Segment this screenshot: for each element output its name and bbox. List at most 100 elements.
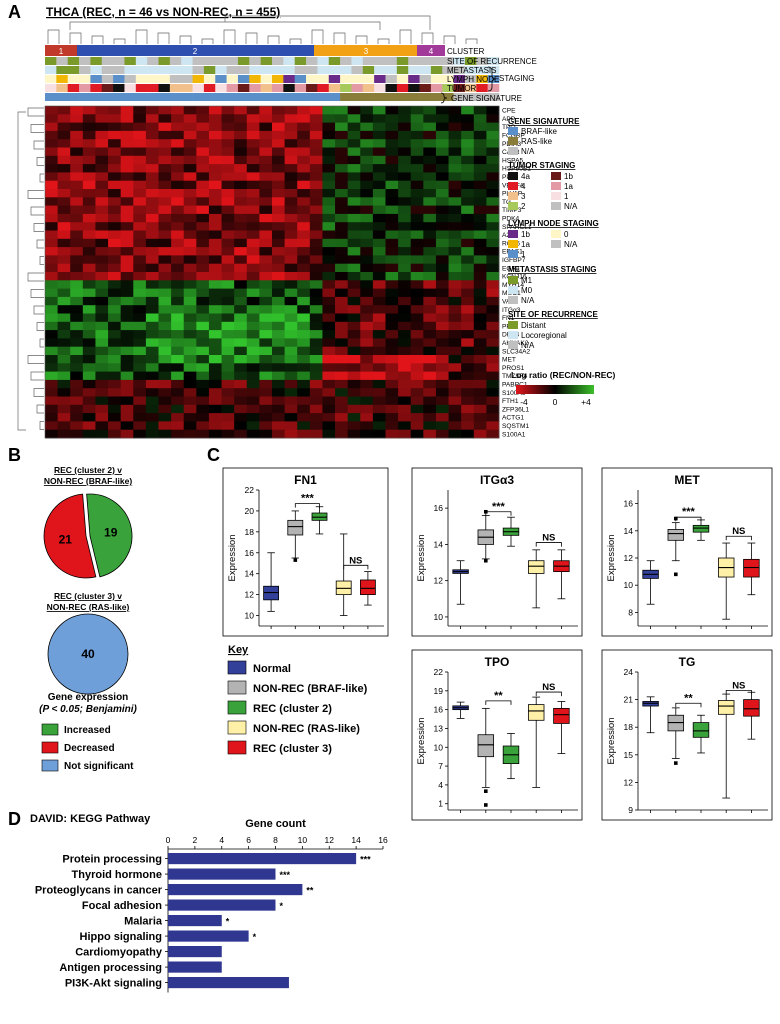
heatmap-cell: [70, 164, 84, 173]
heatmap-cell: [335, 247, 349, 256]
heatmap-cell: [57, 114, 71, 123]
heatmap-cell: [385, 379, 399, 389]
heatmap-cell: [259, 363, 273, 372]
heatmap-cell: [158, 388, 172, 397]
heatmap-cell: [309, 421, 323, 431]
heatmap-cell: [82, 288, 96, 298]
heatmap-cell: [221, 238, 235, 248]
annotation-cell: [192, 84, 205, 92]
heatmap-cell: [322, 272, 336, 281]
heatmap-cell: [183, 139, 197, 148]
annotation-cell: [237, 84, 250, 92]
heatmap-cell: [82, 305, 96, 314]
heatmap-cell: [398, 338, 412, 348]
y-tick-label: 7: [438, 761, 443, 771]
pie-slice: [86, 493, 133, 578]
heatmap-cell: [284, 404, 298, 414]
significance-bracket: [675, 516, 702, 522]
annotation-cell: [283, 93, 295, 101]
heatmap-cell: [410, 205, 424, 215]
heatmap-cell: [259, 255, 273, 265]
heatmap-cell: [70, 313, 84, 323]
category-label: Thyroid hormone: [72, 869, 162, 881]
heatmap-cell: [45, 288, 59, 298]
heatmap-cell: [398, 313, 412, 323]
heatmap-cell: [322, 139, 336, 148]
annotation-cell: [226, 66, 239, 74]
heatmap-cell: [82, 122, 96, 132]
heatmap-cell: [158, 280, 172, 289]
heatmap-cell: [108, 155, 122, 165]
heatmap-cell: [347, 313, 361, 323]
heatmap-cell: [309, 222, 323, 231]
heatmap-cell: [272, 164, 286, 173]
heatmap-cell: [486, 355, 500, 364]
heatmap-cell: [208, 379, 222, 389]
heatmap-cell: [45, 280, 59, 289]
annotation-cell: [45, 75, 57, 83]
heatmap-cell: [133, 321, 147, 331]
heatmap-cell: [410, 263, 424, 273]
heatmap-cell: [448, 404, 462, 414]
heatmap-cell: [208, 355, 222, 364]
heatmap-cell: [461, 321, 475, 331]
heatmap-cell: [196, 388, 210, 397]
heatmap-cell: [259, 247, 273, 256]
heatmap-cell: [221, 321, 235, 331]
heatmap-cell: [221, 363, 235, 372]
heatmap-cell: [234, 213, 248, 223]
heatmap-cell: [208, 164, 222, 173]
heatmap-cell: [473, 272, 487, 281]
heatmap-cell: [360, 147, 374, 157]
heatmap-cell: [347, 172, 361, 182]
heatmap-cell: [486, 189, 500, 198]
heatmap-cell: [133, 355, 147, 364]
heatmap-cell: [45, 164, 59, 173]
heatmap-cell: [145, 288, 159, 298]
heatmap-cell: [171, 346, 185, 356]
bar: [168, 899, 276, 911]
heatmap-cell: [259, 321, 273, 331]
heatmap-cell: [423, 164, 437, 173]
heatmap-cell: [486, 197, 500, 206]
heatmap-cell: [259, 288, 273, 298]
heatmap-cell: [398, 355, 412, 364]
x-tick-label: 16: [378, 835, 388, 845]
heatmap-cell: [171, 255, 185, 265]
heatmap-cell: [246, 338, 260, 348]
heatmap-cell: [347, 122, 361, 132]
heatmap-cell: [284, 238, 298, 248]
heatmap-cell: [486, 388, 500, 397]
heatmap-cell: [246, 155, 260, 165]
heatmap-cell: [82, 255, 96, 265]
annotation-cell: [181, 84, 193, 92]
heatmap-cell: [360, 421, 374, 431]
heatmap-cell: [70, 205, 84, 215]
heatmap-cell: [57, 313, 71, 323]
heatmap-cell: [196, 421, 210, 431]
heatmap-cell: [171, 247, 185, 256]
annotation-cell: [340, 66, 352, 74]
heatmap-cell: [410, 147, 424, 157]
heatmap-cell: [234, 106, 248, 115]
heatmap-cell: [385, 238, 399, 248]
annotation-cell: [249, 57, 261, 65]
annotation-cell: [306, 93, 318, 101]
box-body: [477, 734, 495, 758]
heatmap-cell: [461, 280, 475, 289]
y-tick-label: 12: [624, 553, 634, 563]
column-dendrogram: [47, 15, 478, 44]
heatmap-cell: [95, 114, 109, 123]
heatmap-cell: [297, 396, 311, 406]
x-axis-label: Gene count: [245, 818, 306, 830]
heatmap-cell: [95, 371, 109, 381]
legend-t1b: 1b: [564, 172, 573, 181]
heatmap-cell: [309, 280, 323, 289]
heatmap-cell: [246, 379, 260, 389]
heatmap-cell: [246, 305, 260, 314]
heatmap-cell: [272, 230, 286, 240]
heatmap-cell: [284, 272, 298, 281]
heatmap-cell: [473, 413, 487, 422]
annotation-cell: [79, 66, 91, 74]
heatmap-cell: [145, 238, 159, 248]
